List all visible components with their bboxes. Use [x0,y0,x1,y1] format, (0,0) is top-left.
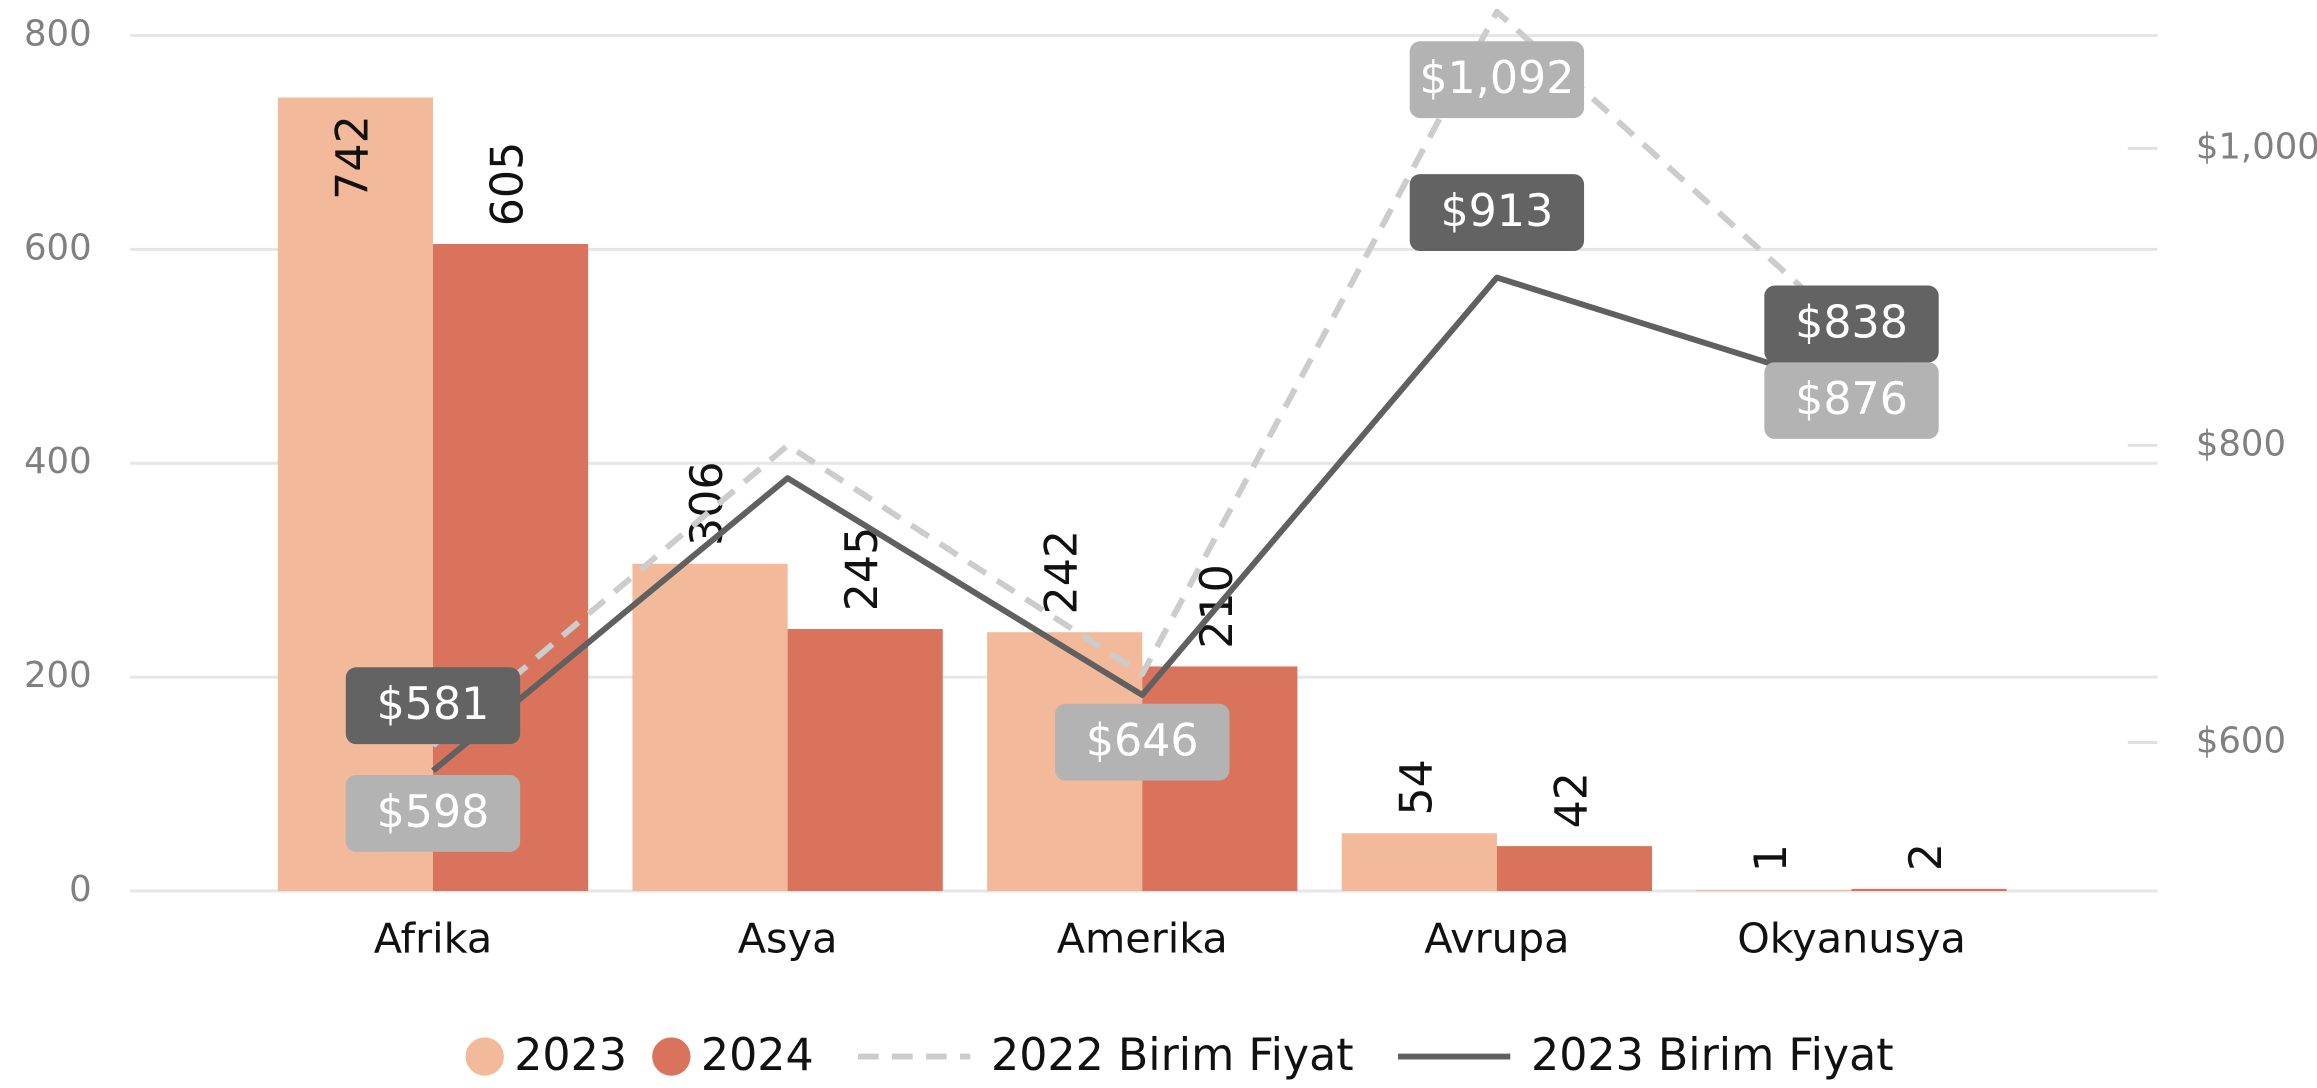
bar-value-label: 42 [1546,772,1597,828]
price-label-text: $646 [1086,716,1199,767]
x-tick-label: Avrupa [1424,914,1569,962]
x-tick-label: Afrika [374,914,492,962]
bar [1851,888,2007,892]
price-label-box [345,775,521,852]
price-label-text: $1,092 [1419,53,1574,104]
y2-tick-label: $800 [2196,423,2286,464]
legend-label: 2023 Birim Fiyat [1531,1030,1894,1081]
legend-marker [465,1037,504,1076]
price-label: $913 [1409,174,1585,251]
bar-value-label: 245 [837,527,888,612]
x-tick-label: Amerika [1057,914,1228,962]
y2-tick-label: $600 [2196,720,2286,761]
price-label-text: $913 [1440,186,1553,237]
price-label-box [1764,285,1939,363]
bar-value-label: 54 [1391,759,1442,815]
price-label-box [345,667,521,745]
legend-label: 2023 [514,1030,627,1081]
y-tick-label: 400 [24,441,92,482]
price-label-text: $876 [1795,374,1908,425]
price-label-text: $598 [377,787,490,838]
bar-value-label: 306 [682,461,733,546]
price-label: $1,092 [1409,41,1585,119]
bar [277,97,433,892]
bar [1341,833,1497,892]
bar [1696,889,1852,892]
line-series [431,274,1853,773]
bar-value-label: 605 [483,142,534,227]
bar-value-label: 242 [1037,530,1088,615]
line-series [431,8,1854,748]
y-tick-label: 0 [69,869,92,910]
price-label: $581 [345,667,521,745]
legend-label: 2022 Birim Fiyat [991,1030,1354,1081]
bar [787,629,943,892]
legend-marker [652,1037,691,1076]
price-label-box [1055,703,1230,781]
bar-value-label: 742 [327,115,378,200]
price-label-box [1409,174,1585,251]
x-tick-label: Asya [738,914,838,962]
price-label-box [1764,362,1939,439]
legend-label: 2024 [701,1030,814,1081]
x-tick-label: Okyanusya [1737,914,1966,962]
bar [1496,846,1653,892]
price-label-box [1409,41,1585,119]
price-label-text: $838 [1795,297,1908,348]
y2-tick-label: $1,000 [2196,126,2317,167]
legend: 2023 2024 2022 Birim Fiyat 2023 Birim Fiyat [465,1030,1894,1081]
y-tick-label: 600 [24,227,92,268]
price-label: $598 [345,775,521,852]
bar-value-label: 2 [1901,843,1952,871]
bar-value-label: 1 [1746,844,1797,872]
price-label-text: $581 [377,679,490,730]
price-label: $646 [1055,703,1230,781]
y-tick-label: 200 [24,655,92,696]
y-tick-label: 800 [24,13,92,54]
bar [632,563,788,892]
price-label: $838 [1764,285,1939,363]
price-label: $876 [1764,362,1939,439]
